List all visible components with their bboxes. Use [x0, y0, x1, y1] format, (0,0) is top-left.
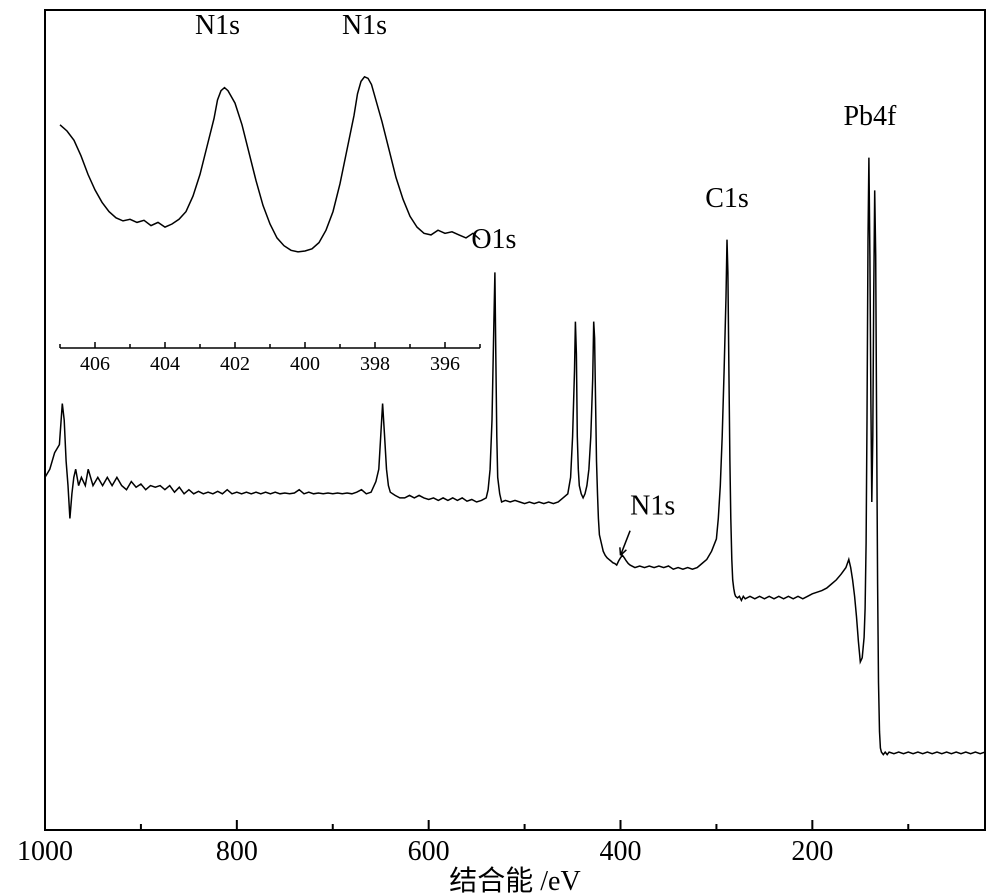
main-peak-labels: O1s N1s C1s Pb4f — [471, 101, 897, 522]
svg-text:600: 600 — [408, 836, 450, 867]
svg-text:N1s: N1s — [630, 490, 675, 521]
inset-chart: 406 404 402 400 398 396 N1s N1s — [60, 10, 480, 375]
svg-text:800: 800 — [216, 836, 258, 867]
xps-spectrum-chart: 1000 800 600 400 200 O1s N1s C1s Pb4f 结合能 /eV 4… — [0, 0, 1000, 893]
x-axis-ticks: 1000 800 600 400 200 — [17, 820, 908, 867]
inset-x-ticks: 406 404 402 400 398 396 — [60, 342, 480, 375]
svg-text:400: 400 — [290, 353, 320, 375]
svg-text:404: 404 — [150, 353, 180, 375]
svg-text:396: 396 — [430, 353, 460, 375]
n1s-arrow — [620, 531, 630, 556]
svg-text:Pb4f: Pb4f — [843, 101, 897, 132]
plot-border — [45, 10, 985, 830]
svg-text:1000: 1000 — [17, 836, 73, 867]
svg-text:N1s: N1s — [195, 10, 240, 41]
svg-text:200: 200 — [791, 836, 833, 867]
svg-text:398: 398 — [360, 353, 390, 375]
x-axis-label: 结合能 /eV — [449, 865, 580, 893]
svg-text:402: 402 — [220, 353, 250, 375]
svg-text:C1s: C1s — [705, 183, 749, 214]
svg-text:N1s: N1s — [342, 10, 387, 41]
svg-text:400: 400 — [600, 836, 642, 867]
svg-text:O1s: O1s — [471, 224, 516, 255]
inset-peak-labels: N1s N1s — [195, 10, 387, 41]
svg-text:406: 406 — [80, 353, 110, 375]
inset-spectrum-line — [60, 77, 480, 252]
